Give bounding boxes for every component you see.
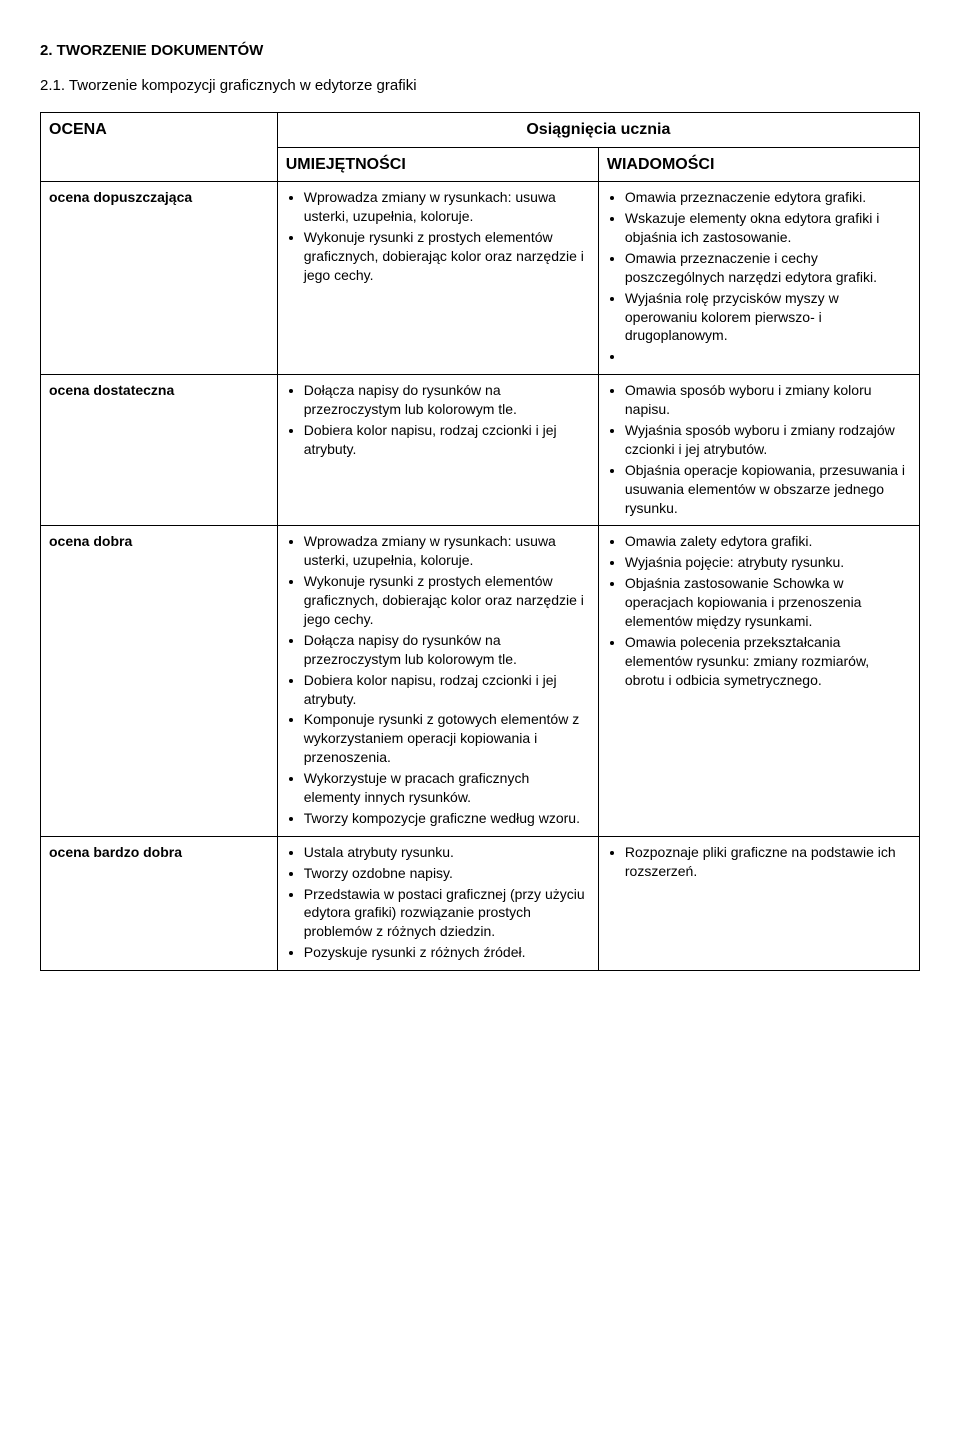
header-ocena: OCENA <box>41 113 278 182</box>
table-header-row: OCENA Osiągnięcia ucznia <box>41 113 920 148</box>
skills-cell: Wprowadza zmiany w rysunkach: usuwa uste… <box>277 526 598 836</box>
list-item: Omawia sposób wyboru i zmiany koloru nap… <box>625 381 911 419</box>
list-item: Wykonuje rysunki z prostych elementów gr… <box>304 228 590 285</box>
list-item: Komponuje rysunki z gotowych elementów z… <box>304 710 590 767</box>
list-item: Tworzy kompozycje graficzne według wzoru… <box>304 809 590 828</box>
list-item: Wyjaśnia sposób wyboru i zmiany rodzajów… <box>625 421 911 459</box>
list-item: Pozyskuje rysunki z różnych źródeł. <box>304 943 590 962</box>
grade-label: ocena dobra <box>41 526 278 836</box>
list-item: Wykorzystuje w pracach graficznych eleme… <box>304 769 590 807</box>
list-item: Dołącza napisy do rysunków na przezroczy… <box>304 381 590 419</box>
list-item: Wykonuje rysunki z prostych elementów gr… <box>304 572 590 629</box>
list-item: Dobiera kolor napisu, rodzaj czcionki i … <box>304 421 590 459</box>
subsection-title: 2.1. Tworzenie kompozycji graficznych w … <box>40 77 920 94</box>
list-item: Wskazuje elementy okna edytora grafiki i… <box>625 209 911 247</box>
list-item: Wyjaśnia pojęcie: atrybuty rysunku. <box>625 553 911 572</box>
list-item: Dobiera kolor napisu, rodzaj czcionki i … <box>304 671 590 709</box>
knowledge-cell: Omawia sposób wyboru i zmiany koloru nap… <box>598 375 919 526</box>
knowledge-cell: Omawia przeznaczenie edytora grafiki. Ws… <box>598 182 919 375</box>
grades-table: OCENA Osiągnięcia ucznia UMIEJĘTNOŚCI WI… <box>40 112 920 971</box>
grade-label: ocena bardzo dobra <box>41 836 278 970</box>
header-umiejetnosci: UMIEJĘTNOŚCI <box>277 147 598 182</box>
list-item: Omawia przeznaczenie edytora grafiki. <box>625 188 911 207</box>
list-item: Objaśnia zastosowanie Schowka w operacja… <box>625 574 911 631</box>
list-item: Ustala atrybuty rysunku. <box>304 843 590 862</box>
skills-cell: Dołącza napisy do rysunków na przezroczy… <box>277 375 598 526</box>
list-item: Rozpoznaje pliki graficzne na podstawie … <box>625 843 911 881</box>
list-item: Wprowadza zmiany w rysunkach: usuwa uste… <box>304 532 590 570</box>
grade-label: ocena dopuszczająca <box>41 182 278 375</box>
list-item: Wprowadza zmiany w rysunkach: usuwa uste… <box>304 188 590 226</box>
table-row: ocena bardzo dobra Ustala atrybuty rysun… <box>41 836 920 970</box>
section-title: 2. TWORZENIE DOKUMENTÓW <box>40 42 920 59</box>
list-item: Omawia zalety edytora grafiki. <box>625 532 911 551</box>
list-item: Wyjaśnia rolę przycisków myszy w operowa… <box>625 289 911 346</box>
table-row: ocena dobra Wprowadza zmiany w rysunkach… <box>41 526 920 836</box>
list-item: Tworzy ozdobne napisy. <box>304 864 590 883</box>
table-row: ocena dostateczna Dołącza napisy do rysu… <box>41 375 920 526</box>
header-osiagniecia: Osiągnięcia ucznia <box>277 113 919 148</box>
grade-label: ocena dostateczna <box>41 375 278 526</box>
list-item: Objaśnia operacje kopiowania, przesuwani… <box>625 461 911 518</box>
list-item <box>625 347 911 366</box>
list-item: Przedstawia w postaci graficznej (przy u… <box>304 885 590 942</box>
list-item: Omawia przeznaczenie i cechy poszczególn… <box>625 249 911 287</box>
skills-cell: Wprowadza zmiany w rysunkach: usuwa uste… <box>277 182 598 375</box>
list-item: Dołącza napisy do rysunków na przezroczy… <box>304 631 590 669</box>
header-wiadomosci: WIADOMOŚCI <box>598 147 919 182</box>
knowledge-cell: Rozpoznaje pliki graficzne na podstawie … <box>598 836 919 970</box>
skills-cell: Ustala atrybuty rysunku. Tworzy ozdobne … <box>277 836 598 970</box>
knowledge-cell: Omawia zalety edytora grafiki. Wyjaśnia … <box>598 526 919 836</box>
list-item: Omawia polecenia przekształcania element… <box>625 633 911 690</box>
table-row: ocena dopuszczająca Wprowadza zmiany w r… <box>41 182 920 375</box>
